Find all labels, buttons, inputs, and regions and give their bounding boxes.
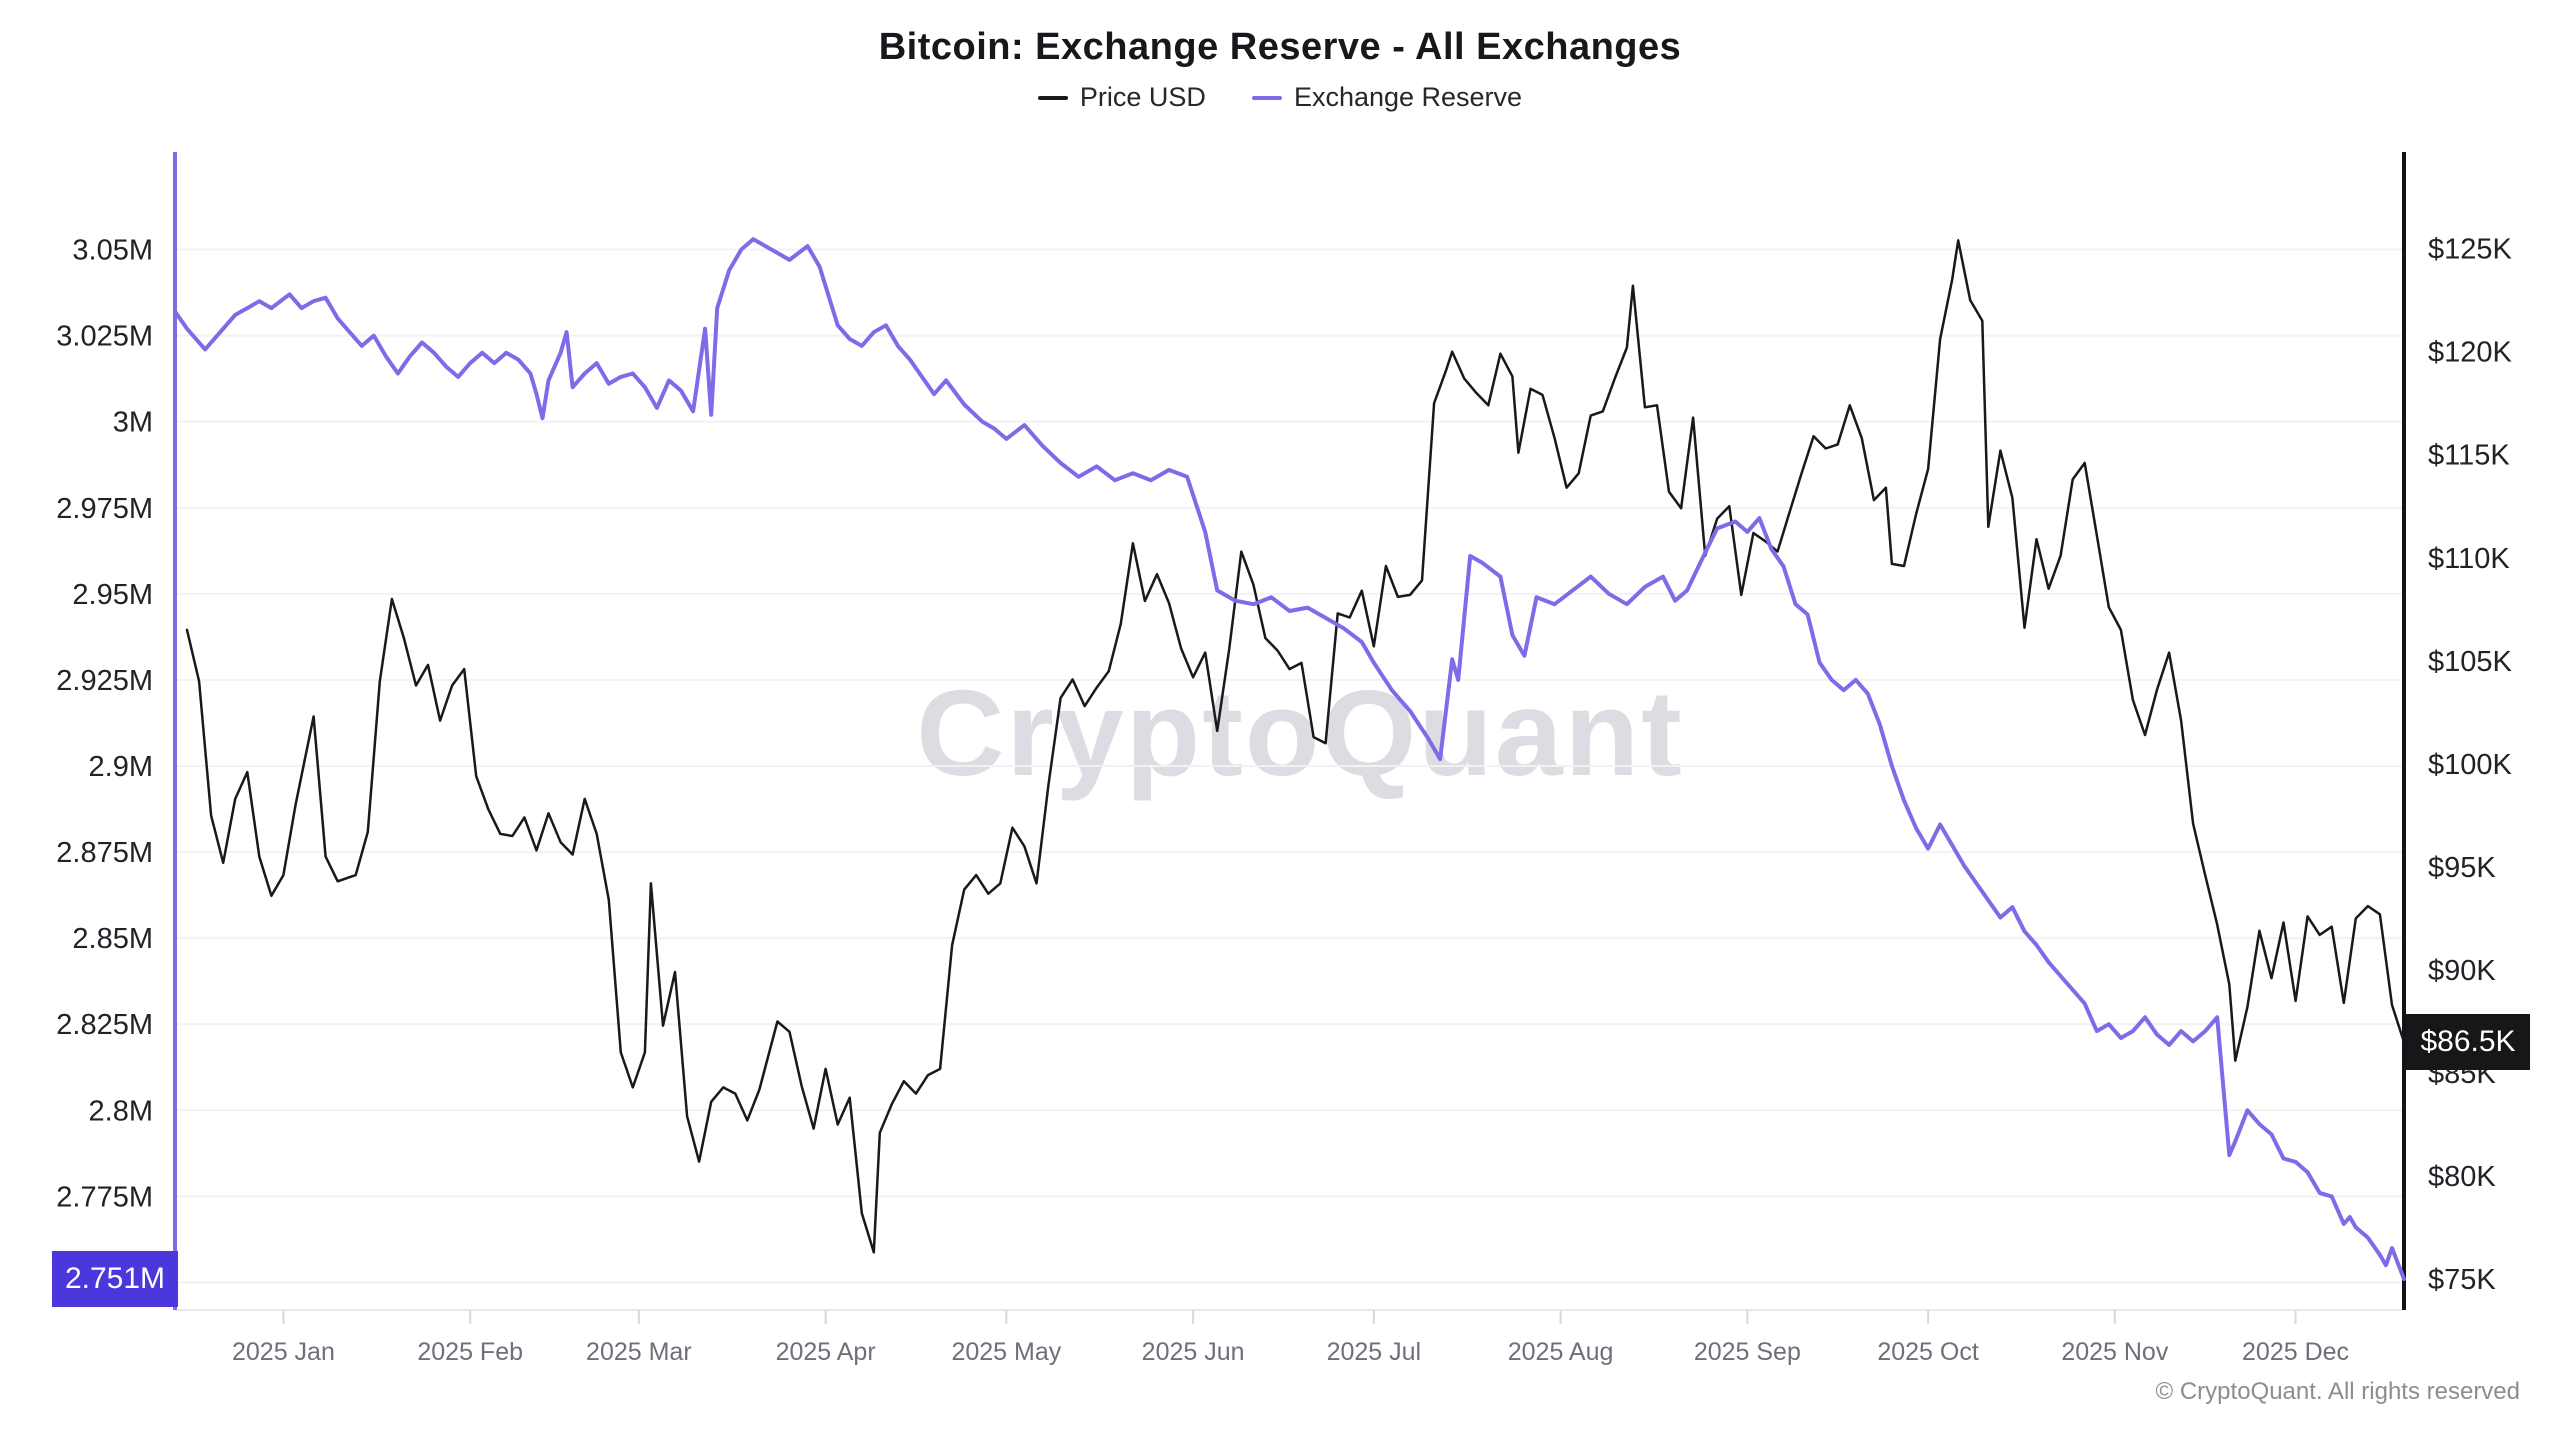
left-axis-tick-label: 2.95M [72, 579, 153, 611]
left-axis-tick-label: 2.9M [89, 751, 153, 783]
month-label: 2025 Sep [1694, 1338, 1801, 1366]
month-label: 2025 May [951, 1338, 1061, 1366]
month-label: 2025 Jan [232, 1338, 335, 1366]
right-axis-tick-label: $115K [2428, 440, 2510, 472]
legend-label-reserve: Exchange Reserve [1293, 82, 1523, 112]
legend-item-reserve[interactable]: Exchange Reserve [1251, 82, 1523, 113]
month-label: 2025 Apr [776, 1338, 876, 1366]
left-axis-tick-label: 2.975M [56, 493, 153, 525]
right-axis-tick-label: $90K [2428, 955, 2496, 987]
watermark: CryptoQuant [916, 665, 1684, 801]
left-axis-tick-label: 3M [113, 407, 153, 439]
series-price-usd [185, 239, 2406, 1254]
month-label: 2025 Nov [2061, 1338, 2169, 1366]
gridlines [175, 248, 2404, 1311]
axis-lines [173, 152, 2406, 1310]
axis-labels: 3.05M 3.025M 3M 2.975M 2.95M 2.925M 2.9M 2.875M… [56, 234, 2512, 1366]
reserve-line-swatch-icon [1251, 95, 1282, 100]
left-axis-tick-label: 2.825M [56, 1009, 153, 1041]
right-axis-tick-label: $80K [2428, 1161, 2496, 1193]
month-label: 2025 Jun [1142, 1338, 1245, 1366]
legend-label-price: Price USD [1079, 82, 1206, 112]
left-axis-tick-label: 2.85M [72, 923, 153, 955]
reserve-current-value-badge: 2.751M [52, 1251, 178, 1307]
right-axis-tick-label: $105K [2428, 646, 2513, 678]
month-label: 2025 Aug [1508, 1338, 1614, 1366]
left-axis-tick-label: 2.775M [56, 1181, 153, 1213]
left-axis-tick-label: 2.8M [89, 1095, 153, 1127]
right-axis-tick-label: $110K [2428, 543, 2510, 575]
right-axis-tick-label: $75K [2428, 1264, 2496, 1296]
legend-item-price[interactable]: Price USD [1037, 82, 1206, 113]
price-current-value-badge: $86.5K [2406, 1014, 2530, 1071]
month-label: 2025 Feb [417, 1338, 523, 1366]
left-axis-tick-label: 3.05M [72, 235, 153, 267]
right-axis-tick-label: $125K [2428, 234, 2513, 266]
copyright-text: © CryptoQuant. All rights reserved [2155, 1378, 2521, 1405]
series-exchange-reserve [173, 237, 2406, 1281]
price-line-swatch-icon [1037, 95, 1068, 100]
legend: Price USD Exchange Reserve [0, 82, 2560, 113]
right-axis-tick-label: $95K [2428, 852, 2496, 884]
month-label: 2025 Dec [2242, 1338, 2349, 1366]
month-label: 2025 Mar [586, 1338, 692, 1366]
left-axis-tick-label: 2.925M [56, 665, 153, 697]
left-axis-tick-label: 3.025M [56, 321, 153, 353]
month-label: 2025 Oct [1877, 1338, 1979, 1366]
series-lines [173, 237, 2406, 1281]
left-axis-tick-label: 2.875M [56, 837, 153, 869]
right-axis-tick-label: $120K [2428, 337, 2513, 369]
chart-title: Bitcoin: Exchange Reserve - All Exchange… [878, 26, 1682, 68]
right-axis-tick-label: $100K [2428, 749, 2513, 781]
month-label: 2025 Jul [1327, 1338, 1422, 1366]
